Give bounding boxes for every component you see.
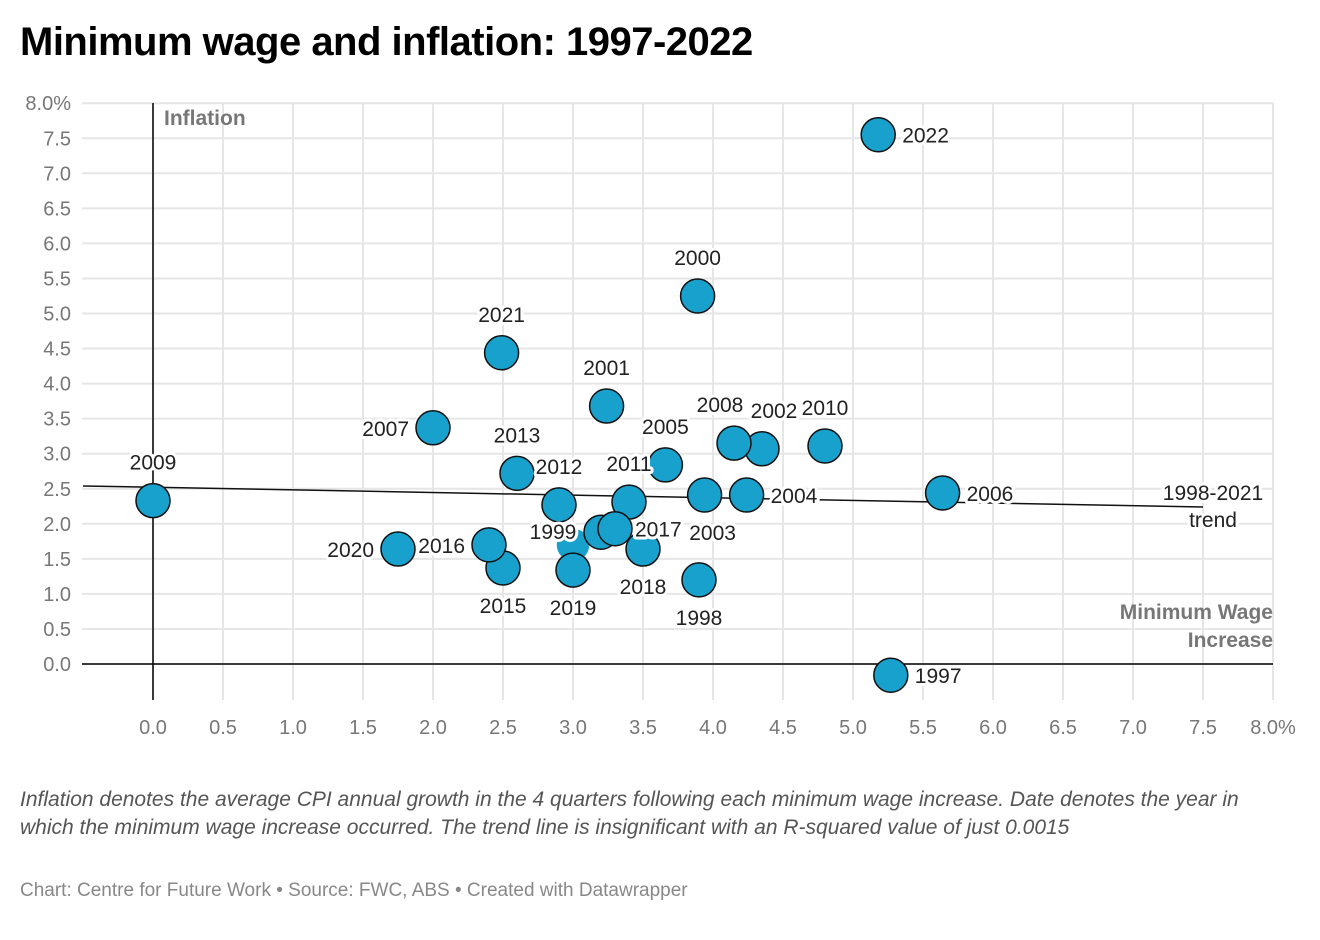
- data-point: [588, 388, 625, 424]
- y-tick-label: 8.0%: [25, 93, 71, 115]
- data-label: 2020: [327, 539, 374, 562]
- data-point: [471, 527, 507, 563]
- data-label: 2022: [902, 125, 949, 148]
- data-label: 1998: [676, 607, 723, 630]
- data-label: 2007: [362, 418, 409, 441]
- data-point: [647, 447, 684, 483]
- x-tick-label: 0.5: [209, 717, 237, 739]
- data-point: [555, 552, 591, 588]
- y-tick-label: 6.0: [43, 233, 71, 255]
- data-label: 2016: [418, 535, 465, 558]
- x-axis-label: Minimum Wage: [1120, 601, 1273, 624]
- x-tick-label: 2.0: [419, 717, 447, 739]
- y-axis-label: Inflation: [164, 107, 246, 130]
- data-label: 2006: [967, 483, 1014, 506]
- data-point: [807, 428, 843, 464]
- data-label: 2008: [697, 394, 744, 417]
- y-tick-label: 0.0: [43, 654, 71, 676]
- y-tick-label: 3.5: [43, 409, 71, 431]
- data-label: 2009: [130, 452, 177, 475]
- data-point: [415, 410, 451, 446]
- x-axis-label: Increase: [1188, 629, 1273, 652]
- y-tick-label: 1.5: [43, 549, 71, 571]
- data-label: 2001: [583, 357, 630, 380]
- data-label: 2004: [771, 485, 818, 508]
- data-label: 2018: [620, 576, 667, 599]
- data-label: 2003: [689, 522, 736, 545]
- data-point: [686, 477, 723, 513]
- data-label: 2005: [642, 416, 689, 439]
- data-label: 1997: [915, 665, 962, 688]
- data-point: [625, 531, 661, 567]
- data-label: 1999: [530, 521, 577, 544]
- data-label: 2012: [536, 456, 583, 479]
- chart-note: Inflation denotes the average CPI annual…: [20, 788, 1239, 839]
- x-tick-label: 6.5: [1049, 717, 1077, 739]
- data-point: [499, 455, 535, 492]
- y-tick-label: 5.0: [43, 304, 71, 326]
- x-tick-label: 2.5: [489, 717, 517, 739]
- data-label: 2002: [751, 400, 798, 423]
- data-point: [681, 562, 717, 598]
- y-tick-label: 1.0: [43, 584, 71, 606]
- data-point: [679, 278, 716, 314]
- x-tick-label: 7.5: [1189, 717, 1217, 739]
- x-tick-label: 4.5: [769, 717, 797, 739]
- x-tick-label: 4.0: [699, 717, 727, 739]
- data-label: 2021: [478, 304, 525, 327]
- x-tick-label: 5.5: [909, 717, 937, 739]
- x-tick-label: 7.0: [1119, 717, 1147, 739]
- data-label: 2015: [480, 595, 527, 618]
- data-label: 2011: [606, 453, 651, 476]
- data-point: [924, 475, 961, 511]
- trend-label: 1998-2021: [1163, 482, 1263, 505]
- x-tick-label: 6.0: [979, 717, 1007, 739]
- y-tick-label: 3.0: [43, 444, 71, 466]
- x-tick-label: 0.0: [139, 717, 167, 739]
- x-tick-label: 1.5: [349, 717, 377, 739]
- y-tick-label: 5.5: [43, 268, 71, 290]
- data-label: 2019: [550, 597, 597, 620]
- trend-label: trend: [1189, 509, 1237, 532]
- x-tick-label: 3.5: [629, 717, 657, 739]
- y-tick-label: 6.5: [43, 198, 71, 220]
- x-tick-label: 3.0: [559, 717, 587, 739]
- data-point: [860, 116, 896, 153]
- data-point: [716, 425, 752, 461]
- y-tick-label: 2.0: [43, 514, 71, 536]
- data-label: 2000: [674, 247, 721, 270]
- data-point: [135, 482, 171, 519]
- x-tick-label: 1.0: [279, 717, 307, 739]
- y-tick-label: 7.5: [43, 128, 71, 150]
- y-tick-label: 0.5: [43, 619, 71, 641]
- data-point: [873, 657, 909, 693]
- data-point: [483, 335, 520, 371]
- x-tick-label: 5.0: [839, 717, 867, 739]
- data-point: [541, 487, 577, 523]
- data-label: 2017: [635, 519, 682, 542]
- x-tick-label: 8.0%: [1250, 717, 1296, 739]
- y-tick-label: 2.5: [43, 479, 71, 501]
- y-tick-label: 4.0: [43, 374, 71, 396]
- data-label: 2013: [494, 424, 541, 447]
- chart-credit: Chart: Centre for Future Work • Source: …: [20, 880, 688, 901]
- chart-title: Minimum wage and inflation: 1997-2022: [20, 20, 753, 64]
- y-tick-label: 4.5: [43, 339, 71, 361]
- data-label: 2010: [802, 397, 849, 420]
- data-point: [380, 531, 416, 567]
- data-point: [597, 510, 633, 547]
- y-tick-label: 7.0: [43, 163, 71, 185]
- data-point: [728, 477, 765, 513]
